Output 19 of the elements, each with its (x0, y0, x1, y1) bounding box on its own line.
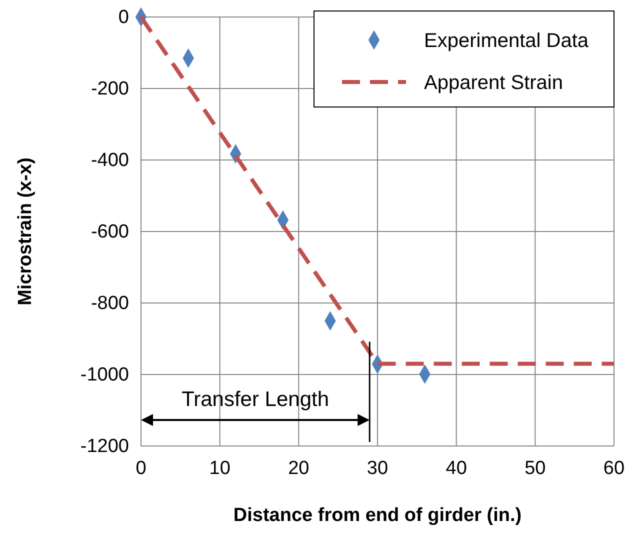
x-tick-label: 0 (136, 458, 146, 479)
x-tick-label: 40 (446, 458, 467, 479)
legend-label: Apparent Strain (424, 72, 563, 94)
annotation: Transfer Length (182, 388, 330, 411)
x-tick-label: 60 (603, 458, 625, 479)
y-tick-label: -1000 (80, 364, 129, 386)
y-tick-label: -1200 (80, 436, 129, 457)
x-axis-title: Distance from end of girder (in.) (233, 505, 522, 526)
y-axis-title: Microstrain (x-x) (15, 158, 36, 306)
y-tick-label: -600 (90, 222, 129, 242)
x-tick-label: 10 (209, 458, 230, 479)
x-tick-label: 30 (366, 458, 388, 479)
x-tick-label: 20 (288, 458, 310, 479)
legend-label: Experimental Data (424, 30, 590, 52)
y-tick-label: -400 (90, 150, 129, 171)
x-tick-label: 50 (524, 458, 546, 479)
y-tick-label: -200 (90, 78, 129, 100)
y-tick-label: -800 (90, 293, 129, 314)
y-tick-label: 0 (118, 7, 129, 28)
